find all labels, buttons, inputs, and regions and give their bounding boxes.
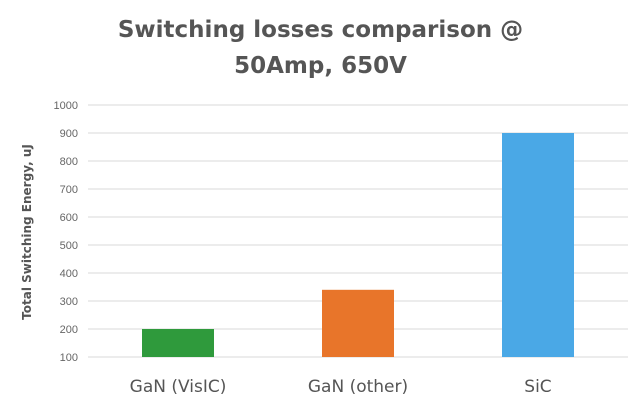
y-tick-label: 900 [60, 128, 78, 140]
bars [142, 133, 574, 357]
y-tick-label: 600 [60, 212, 78, 224]
y-tick-label: 500 [60, 240, 78, 252]
y-tick-label: 400 [60, 268, 78, 280]
y-tick-label: 200 [60, 324, 78, 336]
x-category-label: GaN (other) [308, 377, 408, 397]
x-category-label: SiC [524, 377, 551, 397]
y-tick-label: 300 [60, 296, 78, 308]
x-category-label: GaN (VisIC) [130, 377, 227, 397]
y-tick-label: 700 [60, 184, 78, 196]
y-axis-ticks: 100 200 300 400 500 600 700 800 900 1000 [54, 100, 78, 364]
chart-title-line-1: Switching losses comparison @ [117, 17, 524, 43]
x-axis-categories: GaN (VisIC) GaN (other) SiC [130, 377, 552, 397]
chart-title: Switching losses comparison @ 50Amp, 650… [0, 12, 641, 84]
y-tick-label: 800 [60, 156, 78, 168]
y-axis-label: Total Switching Energy, uJ [20, 144, 34, 320]
y-tick-label: 1000 [54, 100, 78, 112]
bar [322, 289, 394, 357]
bar [142, 329, 214, 357]
bar [502, 133, 574, 357]
y-tick-label: 100 [60, 352, 78, 364]
chart-title-line-2: 50Amp, 650V [234, 53, 407, 79]
